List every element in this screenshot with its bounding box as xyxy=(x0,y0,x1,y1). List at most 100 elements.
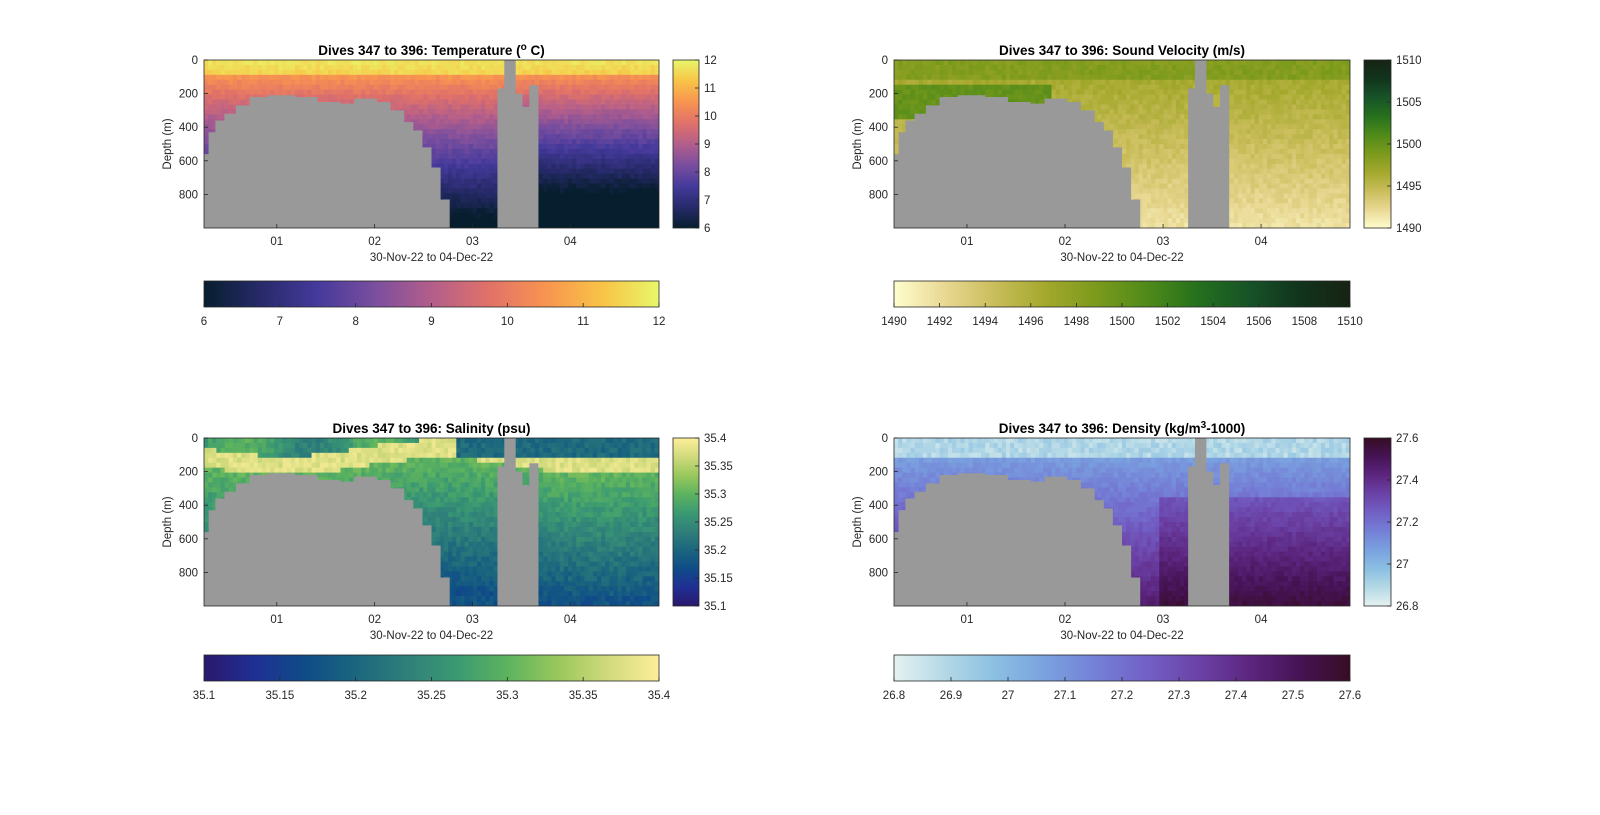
heatmap-cell xyxy=(621,213,627,219)
heatmap-cell xyxy=(576,124,582,130)
heatmap-cell xyxy=(431,158,437,165)
heatmap-cell xyxy=(443,188,449,195)
heatmap-cell xyxy=(266,79,271,86)
heatmap-cell xyxy=(621,129,627,135)
heatmap-cell xyxy=(654,198,659,204)
heatmap-cell xyxy=(563,173,569,180)
heatmap-cell xyxy=(563,213,569,219)
heatmap-cell xyxy=(456,188,462,195)
heatmap-cell xyxy=(423,134,428,140)
heatmap-cell xyxy=(257,84,263,91)
heatmap-cell xyxy=(410,74,416,81)
heatmap-cell xyxy=(241,94,246,101)
heatmap-cell xyxy=(460,153,466,160)
heatmap-cell xyxy=(278,64,284,71)
heatmap-cell xyxy=(642,188,648,195)
heatmap-cell xyxy=(357,64,362,71)
heatmap-cell xyxy=(642,64,648,71)
heatmap-cell xyxy=(481,139,486,145)
heatmap-cell xyxy=(410,79,416,86)
heatmap-cell xyxy=(485,134,491,140)
heatmap-cell xyxy=(443,99,449,106)
heatmap-cell xyxy=(290,79,296,86)
heatmap-cell xyxy=(468,178,474,185)
heatmap-cell xyxy=(419,104,424,111)
heatmap-cell xyxy=(228,109,234,115)
heatmap-cell xyxy=(551,94,557,101)
heatmap-cell xyxy=(497,60,503,66)
heatmap-cell xyxy=(543,188,548,195)
heatmap-cell xyxy=(456,208,462,214)
heatmap-cell xyxy=(468,79,474,86)
heatmap-cell xyxy=(485,144,491,150)
heatmap-cell xyxy=(568,178,573,185)
heatmap-cell xyxy=(927,74,932,81)
heatmap-cell xyxy=(555,64,561,71)
heatmap-cell xyxy=(576,129,582,135)
heatmap-cell xyxy=(551,60,557,66)
colorbar-tick-label: 9 xyxy=(428,316,434,328)
heatmap-cell xyxy=(642,60,648,66)
heatmap-cell xyxy=(266,60,271,66)
heatmap-cell xyxy=(472,178,478,185)
heatmap-cell xyxy=(576,134,582,140)
colorbar-tick-label: 7 xyxy=(277,316,283,328)
heatmap-cell xyxy=(1026,69,1032,76)
heatmap-cell xyxy=(464,178,470,185)
heatmap-cell xyxy=(642,163,648,170)
heatmap-cell xyxy=(609,153,615,160)
heatmap-cell xyxy=(493,188,499,195)
heatmap-cell xyxy=(377,74,383,81)
heatmap-cell xyxy=(448,89,453,96)
heatmap-cell xyxy=(580,124,586,130)
heatmap-cell xyxy=(918,89,924,96)
heatmap-cell xyxy=(464,84,470,91)
heatmap-cell xyxy=(419,109,424,115)
heatmap-cell xyxy=(588,203,594,209)
heatmap-cell xyxy=(654,213,659,219)
heatmap-cell xyxy=(625,139,631,145)
heatmap-cell xyxy=(460,218,466,224)
heatmap-cell xyxy=(563,163,569,170)
heatmap-cell xyxy=(228,104,234,111)
heatmap-cell xyxy=(390,79,395,86)
heatmap-cell xyxy=(642,173,648,180)
heatmap-cell xyxy=(208,94,213,101)
heatmap-cell xyxy=(452,124,457,130)
heatmap-cell xyxy=(448,84,453,91)
heatmap-cell xyxy=(390,84,395,91)
heatmap-cell xyxy=(543,94,548,101)
heatmap-cell xyxy=(654,193,659,199)
heatmap-cell xyxy=(939,64,945,71)
heatmap-cell xyxy=(472,74,478,81)
heatmap-cell xyxy=(939,74,945,81)
heatmap-cell xyxy=(431,124,437,130)
heatmap-cell xyxy=(348,94,354,101)
heatmap-cell xyxy=(1018,94,1024,101)
heatmap-cell xyxy=(328,60,333,66)
heatmap-cell xyxy=(543,64,548,71)
heatmap-cell xyxy=(514,74,519,81)
heatmap-cell xyxy=(601,99,606,106)
heatmap-cell xyxy=(617,124,623,130)
heatmap-cell xyxy=(539,188,544,195)
heatmap-cell xyxy=(555,173,561,180)
heatmap-cell xyxy=(601,84,606,91)
heatmap-cell xyxy=(1039,89,1044,96)
heatmap-cell xyxy=(477,188,482,195)
heatmap-cell xyxy=(472,84,478,91)
heatmap-cell xyxy=(472,114,478,120)
heatmap-cell xyxy=(568,134,573,140)
heatmap-cell xyxy=(464,198,470,204)
heatmap-cell xyxy=(1001,89,1007,96)
heatmap-cell xyxy=(601,208,606,214)
heatmap-cell xyxy=(485,203,491,209)
heatmap-cell xyxy=(617,183,623,190)
heatmap-cell xyxy=(290,89,296,96)
heatmap-cell xyxy=(1018,74,1024,81)
heatmap-cell xyxy=(601,114,606,120)
heatmap-cell xyxy=(481,208,486,214)
heatmap-cell xyxy=(452,148,457,155)
heatmap-cell xyxy=(456,134,462,140)
colorbar-tick-label: 10 xyxy=(501,316,514,328)
